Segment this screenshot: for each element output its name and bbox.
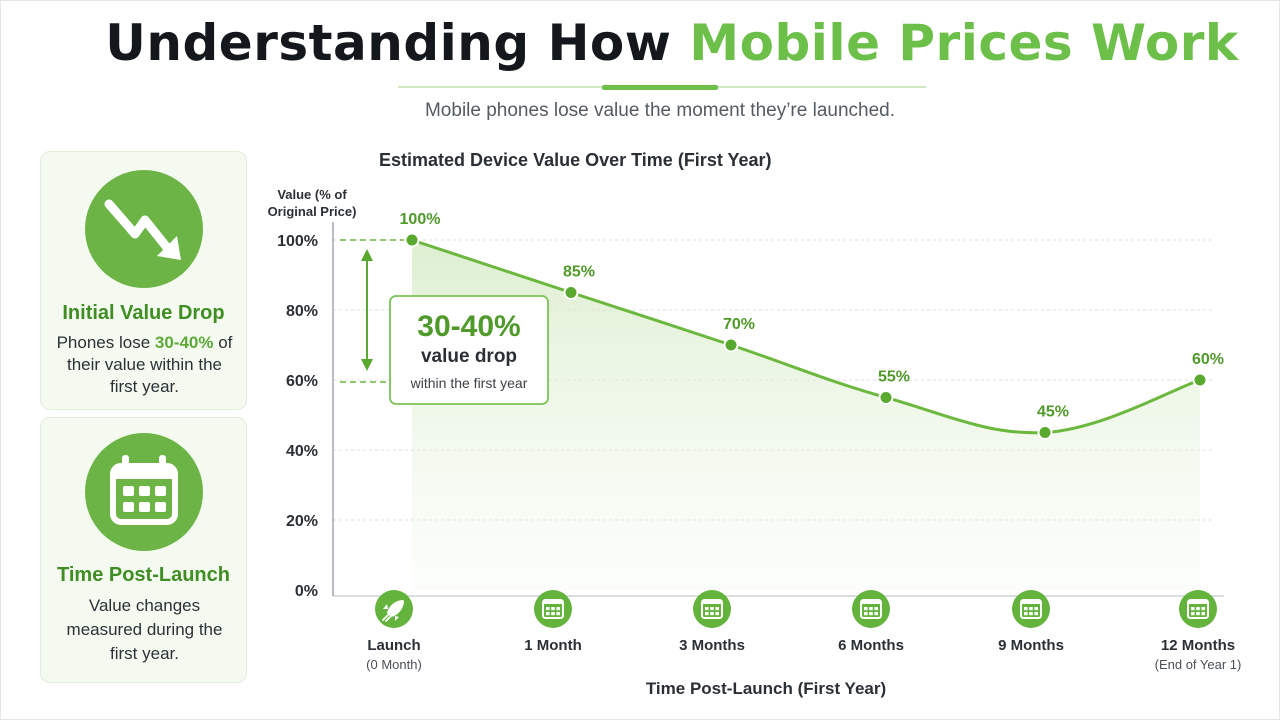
calendar-cell	[869, 612, 873, 616]
card-title: Time Post-Launch	[57, 564, 230, 586]
x-axis-label: Time Post-Launch (First Year)	[646, 679, 886, 698]
time-post-launch-card: Time Post-Launch Value changes measured …	[40, 417, 247, 683]
series-line	[411, 238, 1201, 435]
calendar-icon	[534, 590, 572, 628]
data-point	[878, 390, 894, 405]
page-subtitle: Mobile phones lose value the moment they…	[424, 100, 895, 121]
calendar-cell	[1191, 612, 1195, 616]
calendar-cell	[1024, 607, 1028, 611]
calendar-icon	[852, 590, 890, 628]
data-label: 45%	[1037, 404, 1069, 421]
data-label: 55%	[878, 369, 910, 386]
calendar-cell	[556, 607, 560, 611]
calendar-cell	[1201, 612, 1205, 616]
y-tick-label: 80%	[286, 303, 318, 320]
calendar-cell	[710, 607, 714, 611]
chart-title: Estimated Device Value Over Time (First …	[379, 150, 772, 170]
calendar-cell	[874, 607, 878, 611]
calendar-icon	[693, 590, 731, 628]
y-tick-label: 20%	[286, 513, 318, 530]
y-axis-label-line2: Original Price)	[268, 204, 357, 219]
calendar-cell	[551, 612, 555, 616]
calendar-cell	[864, 612, 868, 616]
calendar-cell	[1029, 612, 1033, 616]
calendar-header	[1188, 600, 1208, 604]
data-label: 70%	[723, 316, 755, 333]
calendar-cell	[546, 612, 550, 616]
initial-value-drop-card: Initial Value Drop Phones lose 30-40% of…	[40, 151, 247, 410]
data-point	[1192, 372, 1208, 388]
x-tick-label: 3 Months	[679, 637, 745, 654]
title-underline-accent	[602, 85, 718, 90]
x-tick-label: 6 Months	[838, 637, 904, 654]
data-label: 85%	[563, 264, 595, 281]
calendar-cell	[1034, 612, 1038, 616]
calendar-header	[1021, 600, 1041, 604]
page-title: Understanding How Mobile Prices Work	[0, 14, 1280, 72]
calendar-cell	[705, 612, 709, 616]
calendar-cell	[715, 612, 719, 616]
data-label: 60%	[1192, 351, 1224, 368]
annotation-arrow-down-head	[361, 359, 373, 371]
data-point	[1037, 425, 1053, 440]
y-tick-label: 40%	[286, 443, 318, 460]
x-tick-label: Launch	[367, 637, 420, 654]
x-tick-label: 9 Months	[998, 637, 1064, 654]
calendar-cell	[1024, 612, 1028, 616]
y-tick-label: 100%	[277, 233, 318, 250]
calendar-header	[543, 600, 563, 604]
calendar-cell	[551, 607, 555, 611]
calendar-cell	[1034, 607, 1038, 611]
card-text: Phones lose 30-40% of their value within…	[56, 333, 233, 396]
title-part-dark: Understanding How	[105, 14, 672, 72]
card-title: Initial Value Drop	[62, 302, 225, 324]
rocket-flame	[382, 614, 391, 622]
calendar-cell	[1029, 607, 1033, 611]
card-text: Value changes measured during the first …	[66, 596, 223, 663]
calendar-cell	[710, 612, 714, 616]
calendar-cell	[869, 607, 873, 611]
calendar-icon	[1179, 590, 1217, 628]
y-axis-label-line1: Value (% of	[277, 187, 347, 202]
calendar-cell	[864, 607, 868, 611]
annotation-percent: 30-40%	[417, 310, 520, 343]
trending-down-icon	[85, 170, 203, 288]
annotation-box	[389, 295, 549, 405]
calendar-cell	[1196, 607, 1200, 611]
title-part-green: Mobile Prices Work	[689, 14, 1239, 72]
annotation-arrow-up-head	[361, 249, 373, 261]
rocket-body	[387, 600, 404, 617]
calendar-cell	[546, 607, 550, 611]
calendar-header	[702, 600, 722, 604]
calendar-cell	[1201, 607, 1205, 611]
calendar-icon	[1012, 590, 1050, 628]
y-tick-label: 0%	[295, 583, 318, 600]
data-label: 100%	[400, 211, 441, 228]
data-point	[404, 232, 420, 248]
data-point	[563, 285, 579, 300]
calendar-cell	[1191, 607, 1195, 611]
calendar-header	[861, 600, 881, 604]
x-tick-sublabel: (0 Month)	[366, 657, 422, 672]
x-tick-label: 1 Month	[524, 637, 582, 654]
data-point	[723, 337, 739, 353]
annotation-subtext: within the first year	[410, 375, 528, 391]
calendar-icon	[85, 433, 203, 551]
calendar-cell	[715, 607, 719, 611]
x-tick-label: 12 Months	[1161, 637, 1235, 654]
y-tick-label: 60%	[286, 373, 318, 390]
annotation-value-drop: value drop	[421, 346, 517, 367]
calendar-cell	[874, 612, 878, 616]
rocket-icon	[375, 590, 413, 628]
area-fill	[412, 240, 1200, 590]
calendar-cell	[556, 612, 560, 616]
highlight-percent: 30-40%	[154, 333, 214, 352]
calendar-cell	[1196, 612, 1200, 616]
x-tick-sublabel: (End of Year 1)	[1155, 657, 1242, 672]
rocket-fins	[383, 604, 399, 621]
calendar-cell	[705, 607, 709, 611]
